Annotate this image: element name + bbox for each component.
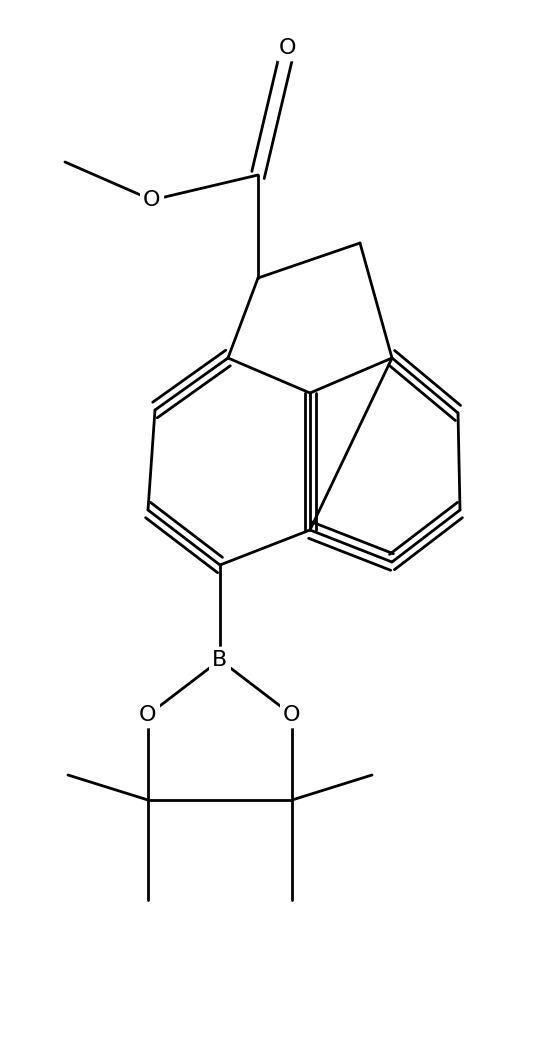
Text: O: O: [279, 38, 297, 58]
Text: O: O: [139, 705, 157, 725]
Text: O: O: [143, 190, 161, 210]
Text: O: O: [283, 705, 301, 725]
Text: B: B: [212, 650, 228, 670]
